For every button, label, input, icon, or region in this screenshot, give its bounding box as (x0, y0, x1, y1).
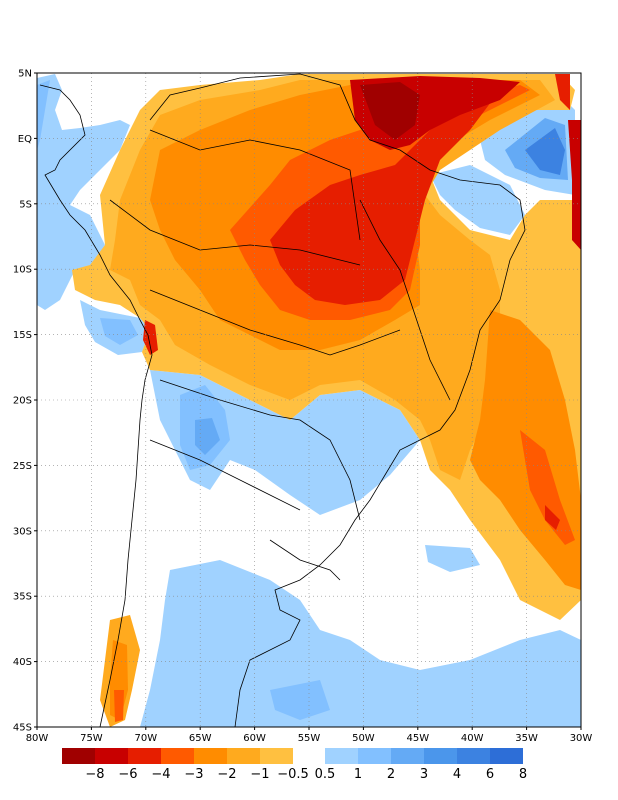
border-2 (109, 199, 361, 266)
lat-label: 45S (13, 723, 32, 734)
latitude-labels: 5N EQ 5S 10S 15S 20S 25S 30S 35S 40S 45S (13, 69, 37, 734)
lat-label: EQ (18, 134, 32, 145)
shaded-field (37, 74, 581, 727)
colorbar-label-negative: −2 (217, 767, 236, 782)
red-region-central-brazil-inner (270, 90, 500, 305)
lon-label: 70W (134, 733, 157, 744)
lat-label: 15S (13, 330, 32, 341)
colorbar-label-positive: 2 (387, 767, 395, 782)
border-5 (149, 439, 301, 511)
blue-region-west-strip (37, 80, 50, 150)
lon-label: 50W (352, 733, 375, 744)
colorbar-label-positive: 3 (420, 767, 428, 782)
lat-label: 35S (13, 592, 32, 603)
colorbar-label-negative: −3 (184, 767, 203, 782)
red-region-atlantic-south (520, 430, 575, 545)
lon-label: 60W (243, 733, 266, 744)
lon-label: 35W (515, 733, 538, 744)
blue-region-chaco-core (195, 418, 220, 455)
border-1 (149, 129, 361, 241)
colorbar-swatch-positive (358, 748, 391, 764)
blue-region-ne-brazil (430, 165, 525, 235)
lon-label: 40W (461, 733, 484, 744)
colorbar-label-negative: −4 (151, 767, 170, 782)
lat-label: 40S (13, 657, 32, 668)
colorbar-swatch-positive (490, 748, 523, 764)
colorbar-swatch-negative (62, 748, 95, 764)
red-region-east-edge (568, 120, 581, 250)
colorbar-swatch-positive (391, 748, 424, 764)
colorbar-swatch-positive (424, 748, 457, 764)
blue-region-northwest (37, 74, 130, 310)
lon-label: 80W (26, 733, 49, 744)
lat-label: 5N (18, 69, 32, 80)
colorbar-swatch-negative (260, 748, 293, 764)
colorbar-swatch-positive (457, 748, 490, 764)
colorbar-swatch-positive (325, 748, 358, 764)
lon-label: 65W (189, 733, 212, 744)
colorbar-label-negative: −8 (85, 767, 104, 782)
colorbar-swatch-negative (95, 748, 128, 764)
border-4 (159, 379, 361, 521)
colorbar-label-negative: −1 (250, 767, 269, 782)
colorbar-swatch-negative (227, 748, 260, 764)
colorbar-swatch-negative (161, 748, 194, 764)
colorbar-label-positive: 1 (354, 767, 362, 782)
lon-label: 45W (406, 733, 429, 744)
colorbar-swatch-negative (194, 748, 227, 764)
lat-label: 20S (13, 396, 32, 407)
colorbar-label-negative: −0.5 (277, 767, 309, 782)
red-region-chile-south (114, 690, 124, 722)
red-region-atlantic-south-inner (545, 505, 560, 530)
colorbar-label-negative: −6 (118, 767, 137, 782)
border-6 (269, 539, 341, 581)
red-region-east-edge-top (555, 74, 570, 110)
colorbar-label-positive: 0.5 (315, 767, 336, 782)
colorbar-label-positive: 4 (453, 767, 461, 782)
gridlines (37, 73, 581, 727)
lon-label: 75W (80, 733, 103, 744)
colorbar: −8 −6 −4 −3 −2 −1 −0.5 0.5 1 2 3 4 6 8 (62, 748, 527, 782)
blue-region-south-atlantic (425, 545, 480, 572)
lat-label: 10S (13, 265, 32, 276)
lon-label: 55W (298, 733, 321, 744)
blue-region-patagonia-inner (270, 680, 330, 720)
blue-region-atlantic-eq-core (525, 128, 565, 175)
blue-region-peru-inner (100, 318, 138, 345)
coastline-south-america (39, 84, 153, 728)
border-7 (359, 199, 451, 401)
colorbar-label-positive: 8 (519, 767, 527, 782)
longitude-labels: 80W 75W 70W 65W 60W 55W 50W 45W 40W 35W 30W (26, 727, 593, 744)
lat-label: 5S (19, 199, 32, 210)
colorbar-swatch-negative (128, 748, 161, 764)
lon-label: 30W (570, 733, 593, 744)
red-region-amapa (360, 82, 420, 140)
red-region-titicaca (143, 320, 158, 355)
lat-label: 25S (13, 461, 32, 472)
coastlines-borders (39, 73, 526, 728)
blue-region-patagonia (140, 560, 581, 727)
colorbar-label-positive: 6 (486, 767, 494, 782)
lat-label: 30S (13, 526, 32, 537)
coastline-east (149, 73, 526, 728)
